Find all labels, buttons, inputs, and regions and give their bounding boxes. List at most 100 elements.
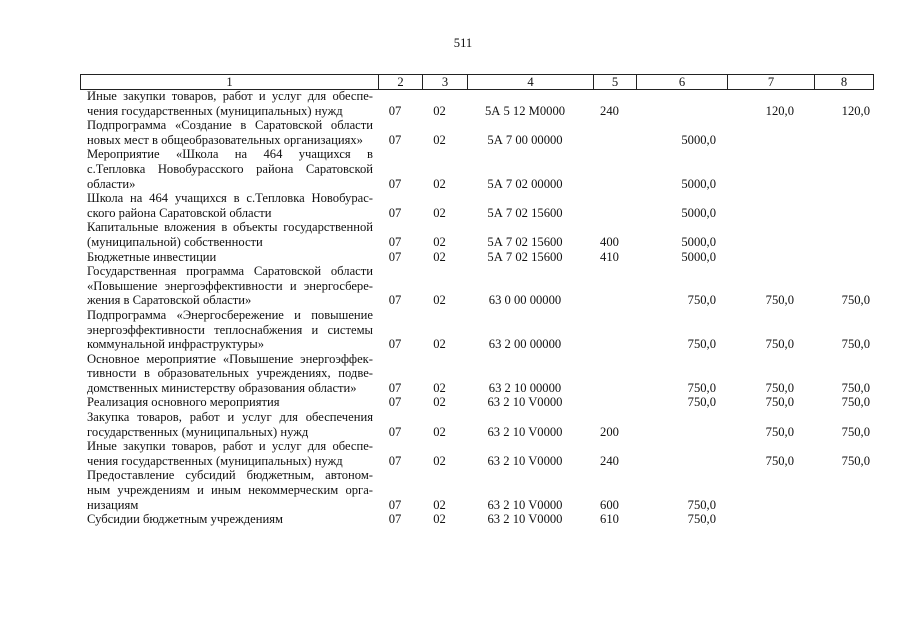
cell-c3: 02	[433, 380, 446, 395]
cell-c7	[722, 177, 809, 192]
table-header: 1 2 3 4 5 6 7 8	[80, 74, 874, 90]
cell-c8	[809, 250, 870, 265]
cell-c3: 02	[433, 103, 446, 118]
cell-c6	[631, 454, 722, 469]
cell-c2: 07	[388, 234, 402, 249]
table-row: Субсидии бюджетным учреждениям 07 02 63 2 1…	[87, 512, 870, 527]
cell-c2: 07	[388, 395, 402, 410]
table-row: Предоставление субсидий бюджетным, автон…	[87, 468, 870, 512]
header-cell: 2	[379, 75, 423, 89]
cell-c6: 750,0	[687, 380, 716, 395]
cell-c4: 5А 7 00 00000	[487, 132, 563, 147]
cell-c4: 63 2 10 00000	[488, 380, 562, 395]
row-description: Реализация основного мероприятия	[87, 395, 373, 410]
cell-c8: 120,0	[841, 103, 870, 118]
cell-c5: 610	[600, 512, 619, 527]
description-line: Реализация основного мероприятия	[87, 395, 280, 410]
cell-c6: 5000,0	[681, 234, 716, 249]
description-line: Предоставление субсидий бюджетным, автон…	[87, 468, 373, 483]
cell-c4: 5А 7 02 15600	[487, 249, 563, 264]
description-line: Подпрограмма «Энергосбережение и повышен…	[87, 307, 373, 322]
cell-c3: 02	[433, 234, 446, 249]
table-row: Подпрограмма «Энергосбережение и повышен…	[87, 308, 870, 352]
row-description: Подпрограмма «Создание в Саратовской обл…	[87, 118, 373, 147]
cell-c8: 750,0	[841, 395, 870, 410]
table-row: Закупка товаров, работ и услуг для обесп…	[87, 410, 870, 439]
cell-c6: 750,0	[687, 395, 716, 410]
description-line: государственных (муниципальных) нужд	[87, 424, 309, 439]
cell-c5	[588, 395, 631, 410]
cell-c3: 02	[433, 512, 446, 527]
description-line: Государственная программа Саратовской об…	[87, 264, 373, 279]
description-line: области»	[87, 176, 136, 191]
cell-c6: 750,0	[687, 293, 716, 308]
cell-c8: 750,0	[841, 293, 870, 308]
cell-c5	[588, 293, 631, 308]
description-line: Школа на 464 учащихся в с.Тепловка Новоб…	[87, 191, 373, 206]
row-description: Основное мероприятие «Повышение энергоэф…	[87, 352, 373, 396]
cell-c3: 02	[433, 424, 446, 439]
cell-c6: 5000,0	[681, 205, 716, 220]
cell-c6: 5000,0	[681, 249, 716, 264]
row-description: Предоставление субсидий бюджетным, автон…	[87, 468, 373, 512]
cell-c8	[809, 235, 870, 250]
cell-c3: 02	[433, 453, 446, 468]
header-cell: 5	[594, 75, 637, 89]
description-line: домственных министерству образования обл…	[87, 380, 357, 395]
cell-c8: 750,0	[841, 380, 870, 395]
cell-c5	[588, 381, 631, 396]
row-description: Бюджетные инвестиции	[87, 250, 373, 265]
row-description: Подпрограмма «Энергосбережение и повышен…	[87, 308, 373, 352]
cell-c5: 400	[600, 234, 619, 249]
description-line: ского района Саратовской области	[87, 205, 272, 220]
cell-c8	[809, 498, 870, 513]
cell-c8: 750,0	[841, 337, 870, 352]
description-line: энергоэффективности теплоснабжения и сис…	[87, 322, 373, 337]
table-row: Подпрограмма «Создание в Саратовской обл…	[87, 118, 870, 147]
cell-c5	[588, 337, 631, 352]
cell-c7: 120,0	[765, 103, 794, 118]
cell-c2: 07	[388, 337, 402, 352]
row-description: Капитальные вложения в объекты государст…	[87, 220, 373, 249]
cell-c8: 750,0	[841, 453, 870, 468]
description-line: Основное мероприятие «Повышение энергоэф…	[87, 351, 373, 366]
description-line: низациям	[87, 497, 139, 512]
header-cell: 4	[468, 75, 594, 89]
cell-c5: 240	[600, 103, 619, 118]
cell-c4: 63 2 10 V0000	[487, 497, 563, 512]
cell-c3: 02	[433, 205, 446, 220]
cell-c2: 07	[388, 205, 402, 220]
cell-c7: 750,0	[765, 453, 794, 468]
row-description: Школа на 464 учащихся в с.Тепловка Новоб…	[87, 191, 373, 220]
cell-c2: 07	[388, 249, 402, 264]
cell-c5: 410	[600, 249, 619, 264]
cell-c3: 02	[433, 337, 446, 352]
cell-c6	[631, 104, 722, 119]
description-line: тивности в образовательных учреждениях, …	[87, 366, 373, 381]
cell-c7	[722, 133, 809, 148]
description-line: Иные закупки товаров, работ и услуг для …	[87, 439, 373, 454]
cell-c7	[722, 250, 809, 265]
row-description: Иные закупки товаров, работ и услуг для …	[87, 439, 373, 468]
cell-c2: 07	[388, 380, 402, 395]
cell-c4: 63 2 10 V0000	[487, 395, 563, 410]
cell-c6: 5000,0	[681, 132, 716, 147]
cell-c7: 750,0	[765, 424, 794, 439]
table-row: Капитальные вложения в объекты государст…	[87, 220, 870, 249]
description-line: ным учреждениям и иным некоммерческим ор…	[87, 483, 373, 498]
table-row: Иные закупки товаров, работ и услуг для …	[87, 439, 870, 468]
description-line: Субсидии бюджетным учреждениям	[87, 512, 283, 527]
header-cell: 7	[728, 75, 815, 89]
cell-c2: 07	[388, 293, 402, 308]
description-line: «Повышение энергоэффективности и энергос…	[87, 278, 373, 293]
row-description: Мероприятие «Школа на 464 учащихся в с.Те…	[87, 147, 373, 191]
cell-c4: 63 2 10 V0000	[487, 424, 563, 439]
row-description: Субсидии бюджетным учреждениям	[87, 512, 373, 527]
cell-c6	[631, 425, 722, 440]
cell-c3: 02	[433, 293, 446, 308]
cell-c7	[722, 512, 809, 527]
cell-c6: 750,0	[687, 337, 716, 352]
cell-c5: 600	[600, 497, 619, 512]
table-row: Основное мероприятие «Повышение энергоэф…	[87, 352, 870, 396]
page-number: 511	[453, 36, 473, 50]
